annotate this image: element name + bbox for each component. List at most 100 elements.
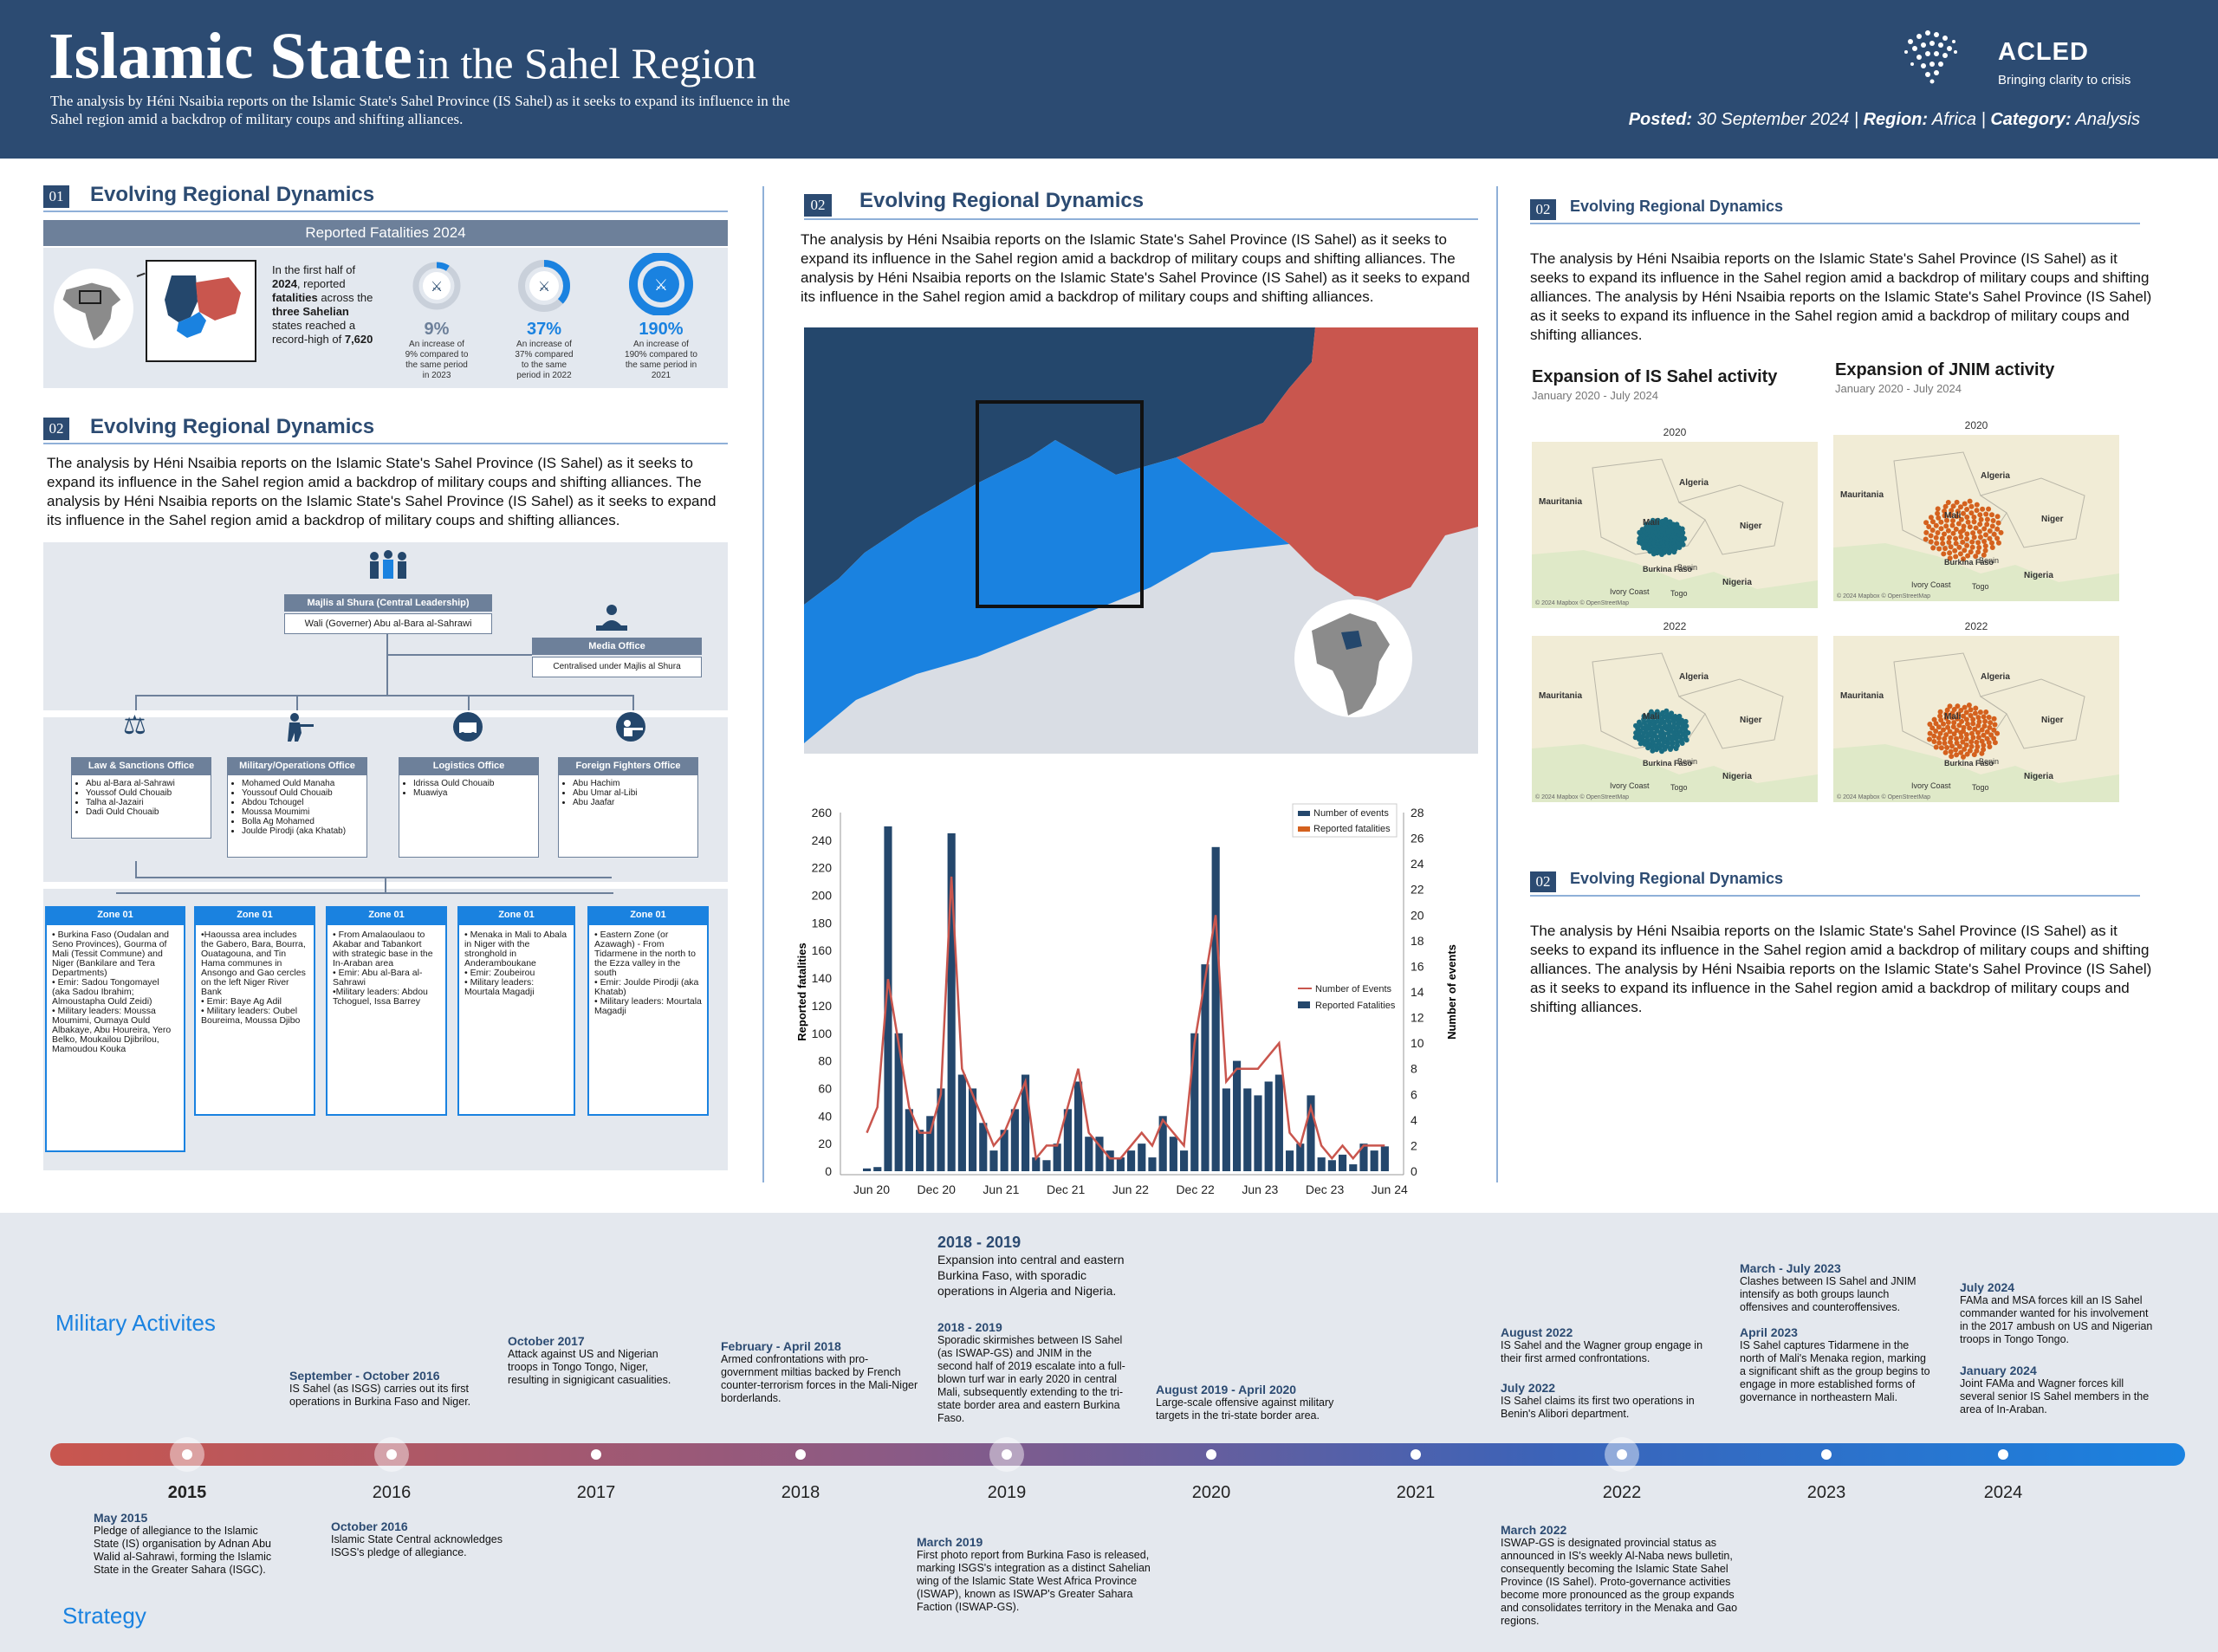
office-member: Bolla Ag Mohamed	[242, 817, 366, 826]
zone-text: • Eastern Zone (or Azawagh) - From Tidar…	[587, 923, 709, 1116]
legend-label: Reported Fatalities	[1315, 1001, 1396, 1011]
fatalities-bar	[1296, 1143, 1305, 1171]
fatalities-events-chart: 0 20 40 60 80 100 120 140 160 180 200 220 240 260 0 2 4 6…	[788, 800, 1468, 1199]
timeline-dot	[1617, 1449, 1627, 1460]
map-canvas: Mauritania Algeria Mali Niger Burkina Faso Ni…	[1833, 435, 2119, 601]
y2-tick-label: 28	[1411, 806, 1424, 820]
fatalities-bar	[937, 1088, 945, 1171]
office-member: Dadi Ould Chouaib	[86, 807, 211, 817]
fatalities-bar	[1307, 1095, 1315, 1171]
y-tick-label: 220	[812, 861, 833, 875]
fatalities-bar	[969, 1088, 977, 1171]
timeline-year: 2020	[1191, 1483, 1231, 1502]
timeline-dot	[182, 1449, 192, 1460]
org-connector	[135, 877, 612, 878]
section-rule	[804, 218, 1478, 220]
zone-card: Zone 01 • Menaka in Mali to Abala in Nig…	[457, 906, 575, 1116]
y-tick-label: 140	[812, 971, 833, 985]
svg-text:Burkina Faso: Burkina Faso	[1643, 759, 1693, 768]
timeline-event: March 2019 First photo report from Burki…	[917, 1535, 1159, 1614]
office-card: Military/Operations Office Mohamed Ould …	[227, 757, 367, 858]
fatalities-bar	[1359, 1143, 1368, 1171]
section-number: 02	[1530, 199, 1556, 220]
fatalities-bar	[1010, 1109, 1019, 1171]
timeline-dot	[1206, 1449, 1216, 1460]
timeline-dot	[795, 1449, 806, 1460]
y2-tick-label: 2	[1411, 1138, 1417, 1152]
event-text: Pledge of allegiance to the Islamic Stat…	[94, 1525, 272, 1576]
activity-map: 2020 Mauritania Algeria Mali Niger Burkina Fa…	[1532, 426, 1818, 608]
timeline-event: 2018 - 2019 Sporadic skirmishes between …	[937, 1320, 1128, 1425]
fatalities-bar	[1063, 1109, 1072, 1171]
office-member: Abu Umar al-Libi	[573, 788, 697, 798]
fatalities-bar	[1264, 1081, 1273, 1171]
event-title: October 2016	[331, 1519, 408, 1533]
fatalities-title: Reported Fatalities 2024	[43, 220, 728, 246]
fat-text-g: states reached a record-high of	[272, 319, 356, 346]
svg-text:Niger: Niger	[1740, 716, 1762, 725]
svg-text:Algeria: Algeria	[1679, 478, 1709, 488]
timeline-event: January 2024 Joint FAMa and Wagner force…	[1960, 1364, 2157, 1416]
svg-text:Niger: Niger	[2041, 716, 2064, 725]
fatalities-bar	[1317, 1157, 1326, 1171]
map-canvas: Mauritania Algeria Mali Niger Burkina Faso Ni…	[1532, 442, 1818, 608]
timeline-dot	[1998, 1449, 2008, 1460]
zone-card: Zone 01 •Haoussa area includes the Gaber…	[194, 906, 315, 1116]
fatalities-bar	[989, 1150, 998, 1171]
y2-tick-label: 0	[1411, 1164, 1417, 1178]
post-meta: Posted: 30 September 2024 | Region: Afri…	[1629, 110, 2140, 130]
section-title: Evolving Regional Dynamics	[90, 415, 375, 438]
timeline-year: 2022	[1602, 1483, 1642, 1502]
fatalities-bar	[894, 1033, 903, 1171]
y-tick-label: 160	[812, 943, 833, 957]
event-title: September - October 2016	[289, 1369, 440, 1383]
zone-card: Zone 01 • Burkina Faso (Oudalan and Seno…	[45, 906, 185, 1152]
fatalities-bar	[1032, 1157, 1041, 1171]
zone-title: Zone 01	[457, 906, 575, 923]
svg-text:Algeria: Algeria	[1981, 471, 2010, 481]
section-text: The analysis by Héni Nsaibia reports on …	[801, 231, 1470, 305]
zone-card: Zone 01 • From Amalaoulaou to Akabar and…	[326, 906, 447, 1116]
svg-text:Mauritania: Mauritania	[1840, 691, 1884, 701]
section-text: The analysis by Héni Nsaibia reports on …	[1530, 923, 2152, 1015]
fatalities-bar	[873, 1167, 882, 1171]
svg-text:Nigeria: Nigeria	[1722, 578, 1752, 587]
fatalities-bar	[1074, 1081, 1083, 1171]
map1-subtitle: January 2020 - July 2024	[1532, 389, 1658, 402]
fatalities-bar	[1286, 1150, 1294, 1171]
sahel-states-map	[146, 260, 256, 362]
svg-text:Mali: Mali	[1944, 712, 1962, 722]
zone-text: • From Amalaoulaou to Akabar and Tabanko…	[326, 923, 447, 1116]
fatalities-bar	[1349, 1164, 1358, 1171]
timeline-year: 2018	[781, 1483, 820, 1502]
office-title: Military/Operations Office	[227, 757, 367, 774]
fatalities-bar	[1190, 1033, 1199, 1171]
timeline-year: 2024	[1983, 1483, 2023, 1502]
timeline-event: August 2019 - April 2020 Large-scale off…	[1156, 1383, 1355, 1422]
svg-text:Algeria: Algeria	[1679, 672, 1709, 682]
office-title: Logistics Office	[399, 757, 539, 774]
map2-subtitle: January 2020 - July 2024	[1835, 382, 1962, 395]
fatalities-text: In the first half of 2024, reported fata…	[272, 263, 379, 347]
map2-title: Expansion of JNIM activity	[1835, 360, 2055, 379]
timeline-label-strategy: Strategy	[62, 1603, 146, 1629]
fat-text-h: 7,620	[344, 333, 373, 346]
event-text: ISWAP-GS is designated provincial status…	[1501, 1537, 1738, 1627]
fatalities-bar	[1138, 1143, 1146, 1171]
office-member: Talha al-Jazairi	[86, 798, 211, 807]
title-rest: in the Sahel Region	[416, 39, 757, 87]
stat-description: An increase of 9% compared to the same p…	[405, 340, 469, 380]
fat-text-c: , reported	[296, 277, 346, 290]
svg-text:Togo: Togo	[1972, 582, 1989, 591]
event-title: March 2022	[1501, 1523, 1567, 1537]
legend-swatch	[1298, 1001, 1310, 1008]
timeline-dot	[1002, 1449, 1012, 1460]
event-text: Joint FAMa and Wagner forces kill severa…	[1960, 1377, 2150, 1416]
stat-percent: 37%	[526, 320, 562, 339]
office-member: Abu Jaafar	[573, 798, 697, 807]
section-title: Evolving Regional Dynamics	[1570, 198, 1784, 215]
fatalities-bar	[1127, 1150, 1136, 1171]
activity-map: 2020 Mauritania Algeria Mali Niger Burkina Fa…	[1833, 419, 2119, 601]
legend-label: Number of Events	[1315, 984, 1392, 994]
office-card: Law & Sanctions Office Abu al-Bara al-Sa…	[71, 757, 211, 839]
